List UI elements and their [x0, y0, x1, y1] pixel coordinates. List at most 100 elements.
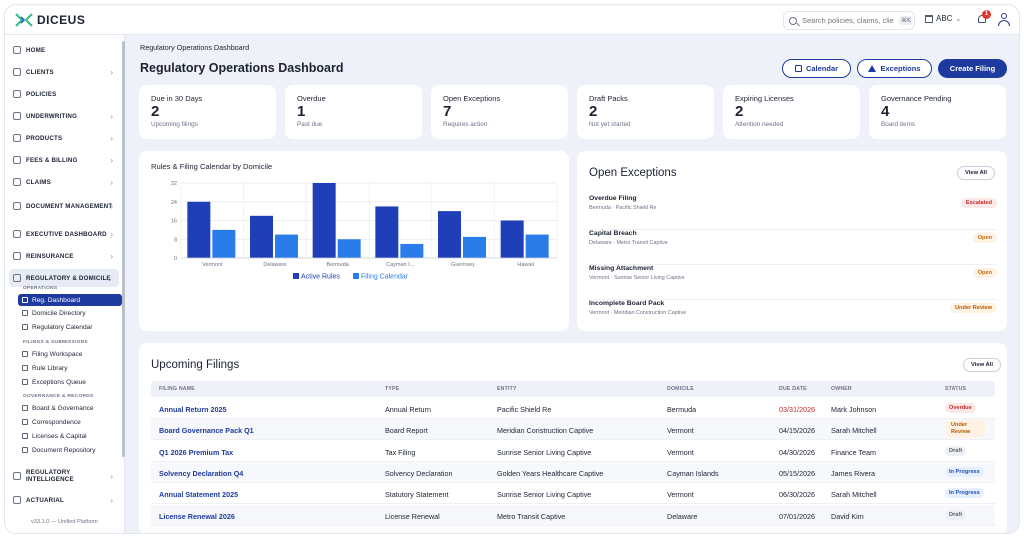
kpi-card-expiring-licenses[interactable]: Expiring Licenses 2 Attention needed [723, 85, 860, 139]
sidebar-item-claims[interactable]: CLAIMS › [9, 173, 119, 191]
notification-badge: 1 [982, 10, 991, 19]
status-badge: In Progress [945, 488, 984, 499]
sidebar-item-clients[interactable]: CLIENTS › [9, 63, 119, 81]
sidebar-subitem-rule-library[interactable]: Rule Library [18, 362, 122, 374]
sidebar-subitem-regulatory-calendar[interactable]: Regulatory Calendar [18, 321, 122, 333]
bar-active-rules[interactable] [375, 206, 399, 258]
mail-icon [22, 419, 28, 425]
sidebar-item-home[interactable]: HOME [9, 41, 119, 59]
calendar-button[interactable]: Calendar [782, 59, 851, 78]
sidebar-item-executive-dashboard[interactable]: EXECUTIVE DASHBOARD › [9, 225, 119, 243]
sidebar-item-label: CLAIMS [26, 178, 51, 186]
search-shortcut: ⌘K [899, 16, 913, 25]
cell-name[interactable]: Solvency Declaration Q4 [159, 468, 244, 478]
legend-label[interactable]: Filing Calendar [361, 274, 409, 281]
create-filing-button[interactable]: Create Filing [938, 59, 1007, 78]
cell-name[interactable]: License Renewal 2026 [159, 511, 235, 521]
column-header-due-date[interactable]: DUE DATE [779, 386, 807, 392]
breadcrumb[interactable]: Regulatory Operations Dashboard [140, 43, 250, 52]
bar-active-rules[interactable] [187, 201, 211, 258]
chevron-right-icon: › [110, 111, 113, 121]
kpi-card-open-exceptions[interactable]: Open Exceptions 7 Requires action [431, 85, 568, 139]
brand-logo[interactable]: DICEUS [15, 13, 85, 27]
sidebar-section-filings: FILINGS & SUBMISSIONS [23, 340, 88, 345]
sidebar-subitem-label: Correspondence [32, 418, 81, 426]
kpi-card-draft-packs[interactable]: Draft Packs 2 Not yet started [577, 85, 714, 139]
sidebar-item-regulatory-domicile[interactable]: REGULATORY & DOMICILE ⌄ [9, 269, 119, 287]
sidebar-subitem-domicile-directory[interactable]: Domicile Directory [18, 307, 122, 319]
y-tick-label: 8 [174, 237, 177, 243]
exception-item[interactable]: Capital Breach Delaware · Metro Transit C… [589, 230, 997, 265]
exceptions-button[interactable]: Exceptions [857, 59, 932, 78]
bar-active-rules[interactable] [438, 211, 461, 258]
table-row[interactable]: Solvency Declaration Q4 Solvency Declarat… [151, 461, 995, 483]
kpi-card-due-in-30-days[interactable]: Due in 30 Days 2 Upcoming filings [139, 85, 276, 139]
column-header-type[interactable]: TYPE [385, 386, 400, 392]
sidebar-item-label: HOME [26, 46, 46, 54]
kpi-card-overdue[interactable]: Overdue 1 Past due [285, 85, 422, 139]
table-row[interactable]: Board Governance Pack Q1 Board Report Meri… [151, 419, 995, 441]
exception-item[interactable]: Overdue Filing Bermuda · Pacific Shield R… [589, 195, 997, 230]
cell-name[interactable]: Q1 2026 Premium Tax [159, 447, 234, 457]
sidebar-subitem-correspondence[interactable]: Correspondence [18, 416, 122, 428]
sidebar-item-label: UNDERWRITING [26, 112, 78, 120]
sidebar-scrollbar[interactable] [122, 41, 125, 457]
cell-name[interactable]: Board Governance Pack Q1 [159, 426, 254, 436]
x-tick-label: Vermont [202, 262, 223, 268]
exception-item[interactable]: Incomplete Board Pack Vermont · Meridian … [589, 300, 997, 335]
bar-active-rules[interactable] [312, 183, 336, 258]
table-row[interactable]: Q1 2026 Premium Tax Tax Filing Sunrise Sen… [151, 441, 995, 462]
sidebar-subitem-filing-workspace[interactable]: Filing Workspace [18, 348, 122, 360]
exception-item[interactable]: Missing Attachment Vermont · Sunrise Seni… [589, 265, 997, 300]
bar-filing-calendar[interactable] [275, 234, 298, 258]
bar-active-rules[interactable] [250, 215, 273, 258]
column-header-owner[interactable]: OWNER [831, 386, 852, 392]
bar-filing-calendar[interactable] [212, 229, 236, 258]
bar-filing-calendar[interactable] [463, 236, 486, 258]
sidebar-item-fees-billing[interactable]: FEES & BILLING › [9, 151, 119, 169]
bar-filing-calendar[interactable] [400, 243, 424, 258]
tenant-switcher[interactable]: ABC ⌄ [925, 14, 961, 23]
kpi-card-governance-pending[interactable]: Governance Pending 4 Board items [869, 85, 1006, 139]
column-header-filing-name[interactable]: FILING NAME [159, 386, 195, 392]
sidebar-item-underwriting[interactable]: UNDERWRITING › [9, 107, 119, 125]
y-tick-label: 0 [174, 256, 177, 262]
cell-due: 07/01/2026 [779, 511, 815, 521]
column-header-status[interactable]: STATUS [945, 386, 967, 392]
cell-name[interactable]: Annual Return 2025 [159, 405, 227, 414]
sidebar-subitem-label: Board & Governance [32, 404, 94, 412]
table-row[interactable]: Annual Return 2025 Annual Return Pacific S… [151, 398, 995, 419]
sidebar-item-label: DOCUMENT MANAGEMENT [26, 202, 113, 210]
exception-title: Missing Attachment [589, 265, 654, 272]
search-input[interactable] [802, 16, 894, 25]
sidebar-item-policies[interactable]: POLICIES [9, 85, 119, 103]
legend-label[interactable]: Active Rules [301, 274, 340, 281]
sidebar-subitem-licenses-capital[interactable]: Licenses & Capital [18, 430, 122, 442]
table-row[interactable]: Annual Statement 2025 Statutory Statement… [151, 483, 995, 505]
bar-active-rules[interactable] [500, 220, 524, 259]
exceptions-view-all-button[interactable]: View All [957, 166, 995, 180]
bar-filing-calendar[interactable] [525, 234, 549, 258]
global-search[interactable]: ⌘K [783, 11, 915, 30]
sidebar-subitem-document-repository[interactable]: Document Repository [18, 444, 122, 456]
sidebar-item-products[interactable]: PRODUCTS › [9, 129, 119, 147]
sidebar-item-actuarial[interactable]: ACTUARIAL › [9, 491, 119, 509]
cell-name[interactable]: Annual Statement 2025 [159, 490, 239, 500]
sidebar-subitem-reg-dashboard[interactable]: Reg. Dashboard [18, 294, 122, 306]
bar-filing-calendar[interactable] [337, 239, 361, 258]
sidebar-item-regulatory-intelligence[interactable]: REGULATORY INTELLIGENCE › [9, 465, 119, 487]
sidebar-item-document-management[interactable]: DOCUMENT MANAGEMENT › [9, 195, 119, 217]
kpi-label: Draft Packs [589, 94, 628, 103]
sidebar-subitem-board-governance[interactable]: Board & Governance [18, 402, 122, 414]
sidebar-subitem-label: Exceptions Queue [32, 378, 86, 386]
filings-view-all-button[interactable]: View All [963, 358, 1001, 372]
kpi-subtext: Upcoming filings [151, 121, 198, 128]
shield-icon [13, 90, 21, 98]
sidebar-item-reinsurance[interactable]: REINSURANCE › [9, 247, 119, 265]
column-header-domicile[interactable]: DOMICILE [667, 386, 694, 392]
column-header-entity[interactable]: ENTITY [497, 386, 517, 392]
user-menu-button[interactable] [998, 13, 1010, 26]
sidebar-subitem-exceptions-queue[interactable]: Exceptions Queue [18, 376, 122, 388]
notifications-button[interactable]: 1 [977, 10, 991, 25]
table-row[interactable]: License Renewal 2026 License Renewal Metro… [151, 504, 995, 526]
